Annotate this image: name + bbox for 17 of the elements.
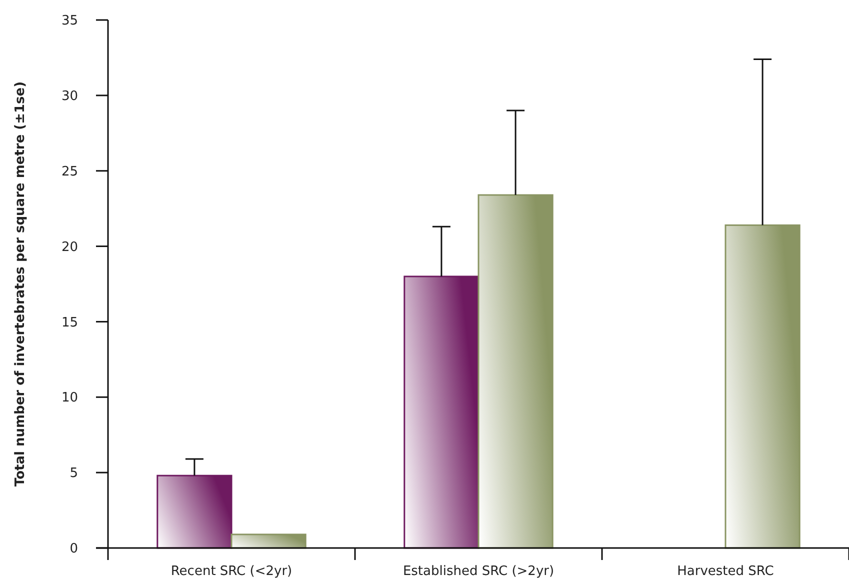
x-tick-label: Harvested SRC [677, 564, 774, 579]
y-tick-label: 30 [61, 88, 78, 104]
x-tick-label: Established SRC (>2yr) [402, 564, 554, 579]
bar [230, 534, 306, 549]
y-tick-label: 25 [61, 164, 78, 180]
y-tick-label: 15 [61, 315, 78, 330]
bar [404, 276, 480, 549]
y-tick-label: 10 [61, 390, 78, 406]
y-tick-label: 5 [70, 466, 78, 482]
y-tick-label: 0 [70, 542, 78, 557]
y-tick-label: 35 [61, 14, 78, 29]
y-axis-title: Total number of invertebrates per square metre (±1se) [13, 81, 28, 487]
x-tick-label: Recent SRC (<2yr) [170, 564, 292, 579]
bar [724, 224, 800, 549]
bar [478, 194, 554, 549]
bar [156, 474, 232, 549]
y-tick-label: 20 [61, 240, 78, 255]
